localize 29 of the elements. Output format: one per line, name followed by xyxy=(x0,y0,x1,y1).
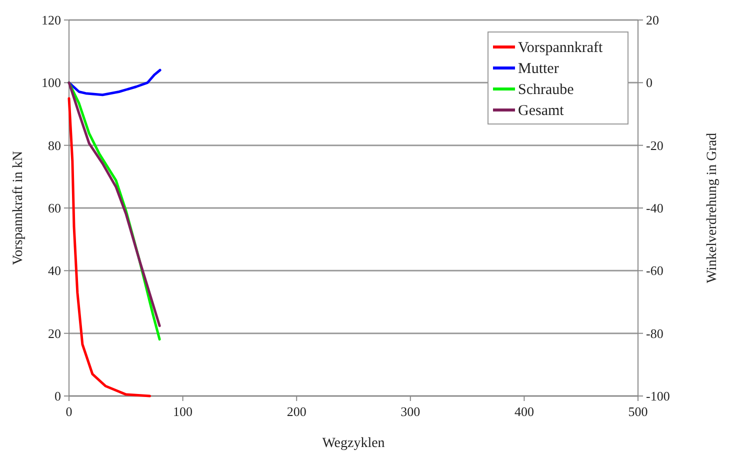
y-tick-label: 0 xyxy=(54,388,61,404)
y2-tick-label: 20 xyxy=(646,12,659,28)
y2-axis-title: Winkelverdrehung in Grad xyxy=(705,132,720,284)
legend-label: Gesamt xyxy=(518,103,565,119)
legend-label: Schraube xyxy=(518,82,574,98)
x-tick-label: 0 xyxy=(66,404,72,419)
y-tick-label: 120 xyxy=(42,12,61,28)
x-tick-label: 200 xyxy=(286,404,306,419)
y-tick-label: 40 xyxy=(48,263,61,278)
y2-tick-label: -20 xyxy=(646,138,664,153)
y-tick-label: 80 xyxy=(48,138,61,153)
line-series xyxy=(68,97,152,398)
x-tick-label: 300 xyxy=(400,404,420,419)
y2-tick-label: 0 xyxy=(646,75,652,90)
y2-tick-label: -100 xyxy=(646,388,670,404)
y-axis-title: Vorspannkraft in kN xyxy=(11,150,26,266)
y-tick-label: 20 xyxy=(48,326,61,341)
y2-tick-label: -60 xyxy=(646,263,664,278)
x-tick-label: 500 xyxy=(628,404,648,419)
x-tick-label: 100 xyxy=(173,404,193,419)
legend-label: Mutter xyxy=(518,61,559,77)
y-tick-label: 100 xyxy=(42,75,61,90)
y2-tick-label: -40 xyxy=(646,200,664,216)
x-tick-label: 400 xyxy=(514,404,534,419)
x-axis-title: Wegzyklen xyxy=(322,436,385,451)
legend-label: Vorspannkraft xyxy=(518,40,604,56)
y2-tick-label: -80 xyxy=(646,326,664,341)
y-tick-label: 60 xyxy=(48,200,61,216)
line-series xyxy=(68,68,162,96)
